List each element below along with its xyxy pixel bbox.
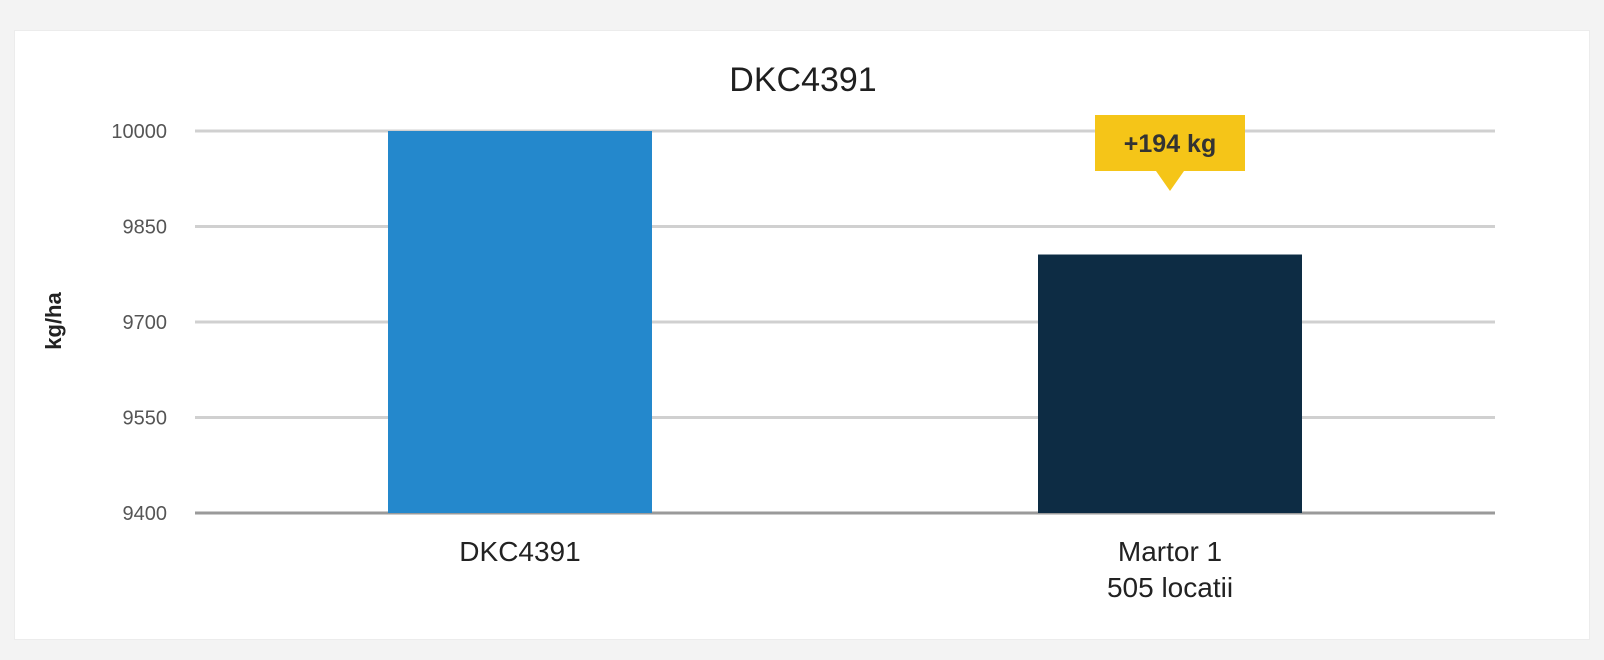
difference-callout: +194 kg	[1095, 115, 1245, 191]
x-category-label: 505 locatii	[1107, 572, 1233, 603]
y-tick-label: 9550	[123, 408, 168, 430]
x-category-labels: DKC4391 Martor 1 505 locatii	[459, 536, 1233, 603]
chart-card: DKC4391 kg/ha 9400 9550 9700 9850 10000 DKC4…	[14, 30, 1590, 640]
x-category-label: DKC4391	[459, 536, 580, 567]
y-axis-label: kg/ha	[41, 292, 66, 350]
callout-badge	[1095, 115, 1245, 191]
bar-chart: DKC4391 kg/ha 9400 9550 9700 9850 10000 DKC4…	[41, 61, 1495, 603]
x-category-label: Martor 1	[1118, 536, 1222, 567]
y-tick-labels: 9400 9550 9700 9850 10000	[111, 121, 167, 525]
y-tick-label: 10000	[111, 121, 167, 143]
bar-hybrid	[388, 131, 652, 513]
callout-text: +194 kg	[1124, 130, 1216, 158]
y-tick-label: 9400	[123, 503, 168, 525]
y-tick-label: 9700	[123, 312, 168, 334]
chart-title: DKC4391	[729, 61, 876, 99]
y-tick-label: 9850	[123, 217, 168, 239]
bars	[388, 131, 1302, 513]
bar-control	[1038, 254, 1302, 513]
